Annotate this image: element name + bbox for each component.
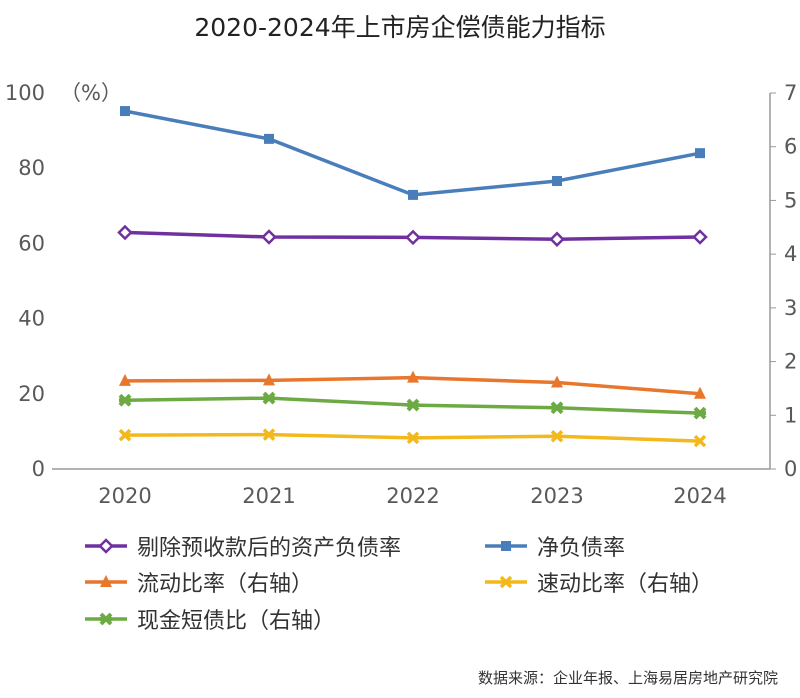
right-tick-label: 1 [784,403,797,427]
right-tick-label: 4 [784,242,797,266]
left-tick-label: 20 [18,382,45,406]
source-note: 数据来源：企业年报、上海易居房地产研究院 [477,669,778,687]
plot-area: 0 20 40 60 80 100 （%） 0 1 2 3 4 5 6 7 2020 2021 2022 2023 2… [5,81,797,508]
legend-item: 现金短债比（右轴） [83,603,335,635]
right-tick-label: 3 [784,296,797,320]
right-tick-label: 0 [784,457,797,481]
left-tick-label: 80 [18,156,45,180]
data-point [695,148,705,159]
data-point [406,431,420,445]
data-point [261,229,277,245]
right-tick-label: 7 [784,81,797,105]
data-point [120,106,130,117]
series-0 [117,224,708,248]
legend-marker [100,575,112,587]
x-tick-label: 2023 [530,484,583,508]
data-point [552,175,562,186]
data-point [407,370,419,383]
data-point [118,428,132,442]
legend-label: 速动比率（右轴） [537,572,714,597]
legend-label: 流动比率（右轴） [137,572,314,597]
series-line [124,109,701,197]
legend-label: 净负债率 [537,536,626,561]
data-point [119,373,131,386]
data-point [262,391,276,405]
right-tick-label: 6 [784,135,797,159]
data-point [263,373,275,386]
series-4 [118,391,707,420]
legend-item: 剔除预收款后的资产负债率 [83,530,401,562]
data-point [550,429,564,443]
data-point [117,224,133,241]
data-point [693,406,707,420]
x-tick-label: 2020 [98,484,151,508]
left-axis-unit: （%） [60,81,122,105]
left-tick-label: 100 [5,81,45,105]
legend-marker [99,612,113,626]
legend-item: 净负债率 [483,530,625,562]
right-tick-label: 2 [784,350,797,374]
data-point [551,375,563,388]
series-1 [120,106,705,200]
data-point [118,393,132,407]
legend-label: 现金短债比（右轴） [137,609,336,634]
data-point [264,133,274,144]
x-tick-label: 2022 [386,484,439,508]
legend-marker [499,575,513,589]
data-point [550,401,564,415]
data-point [694,386,706,399]
data-point [693,434,707,448]
data-point [405,229,421,246]
series-3 [118,428,707,448]
data-point [408,189,418,200]
left-tick-label: 40 [18,307,45,331]
data-point [406,398,420,412]
legend-marker [98,538,114,554]
x-tick-label: 2021 [242,484,295,508]
chart-title: 2020-2024年上市房企偿债能力指标 [194,13,606,42]
legend-label: 剔除预收款后的资产负债率 [137,536,402,561]
data-point [692,229,708,245]
legend-marker [501,541,511,551]
left-tick-label: 60 [18,231,45,255]
data-point [262,428,276,441]
legend-item: 流动比率（右轴） [83,566,313,598]
legend-item: 速动比率（右轴） [483,566,713,598]
data-point [549,231,565,248]
right-tick-label: 5 [784,188,797,212]
series-2 [119,370,706,399]
x-tick-label: 2024 [673,484,726,508]
left-tick-label: 0 [32,457,45,481]
